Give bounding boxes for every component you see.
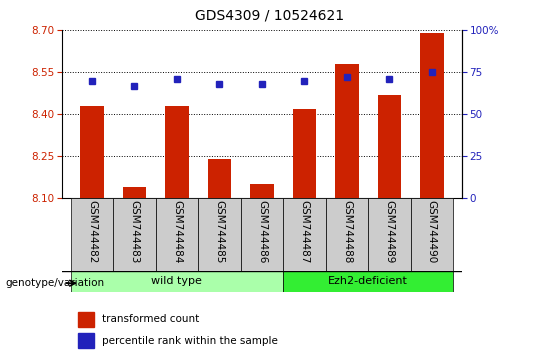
- Text: GSM744490: GSM744490: [427, 200, 437, 264]
- FancyBboxPatch shape: [410, 198, 453, 271]
- FancyBboxPatch shape: [71, 271, 283, 292]
- FancyBboxPatch shape: [156, 198, 198, 271]
- Text: Ezh2-deficient: Ezh2-deficient: [328, 276, 408, 286]
- Text: GSM744486: GSM744486: [257, 200, 267, 264]
- Bar: [420, 33, 443, 198]
- FancyBboxPatch shape: [241, 198, 283, 271]
- Bar: [293, 109, 316, 198]
- FancyBboxPatch shape: [326, 198, 368, 271]
- FancyBboxPatch shape: [368, 198, 410, 271]
- Bar: [377, 95, 401, 198]
- FancyBboxPatch shape: [283, 198, 326, 271]
- FancyBboxPatch shape: [113, 198, 156, 271]
- Text: GSM744487: GSM744487: [299, 200, 309, 264]
- Bar: [250, 184, 274, 198]
- Text: GSM744483: GSM744483: [130, 200, 139, 264]
- FancyBboxPatch shape: [71, 198, 113, 271]
- FancyBboxPatch shape: [198, 198, 241, 271]
- Text: percentile rank within the sample: percentile rank within the sample: [102, 336, 278, 346]
- Text: GSM744484: GSM744484: [172, 200, 182, 264]
- Bar: [335, 64, 359, 198]
- Bar: [78, 333, 94, 348]
- Bar: [165, 106, 188, 198]
- Text: GDS4309 / 10524621: GDS4309 / 10524621: [195, 9, 345, 23]
- Text: GSM744482: GSM744482: [87, 200, 97, 264]
- Text: GSM744488: GSM744488: [342, 200, 352, 264]
- FancyBboxPatch shape: [283, 271, 453, 292]
- Bar: [123, 187, 146, 198]
- Bar: [80, 106, 104, 198]
- Text: GSM744489: GSM744489: [384, 200, 394, 264]
- Text: GSM744485: GSM744485: [214, 200, 225, 264]
- Text: genotype/variation: genotype/variation: [5, 278, 105, 288]
- Text: wild type: wild type: [152, 276, 202, 286]
- Bar: [78, 312, 94, 327]
- Bar: [208, 159, 231, 198]
- Text: transformed count: transformed count: [102, 314, 199, 325]
